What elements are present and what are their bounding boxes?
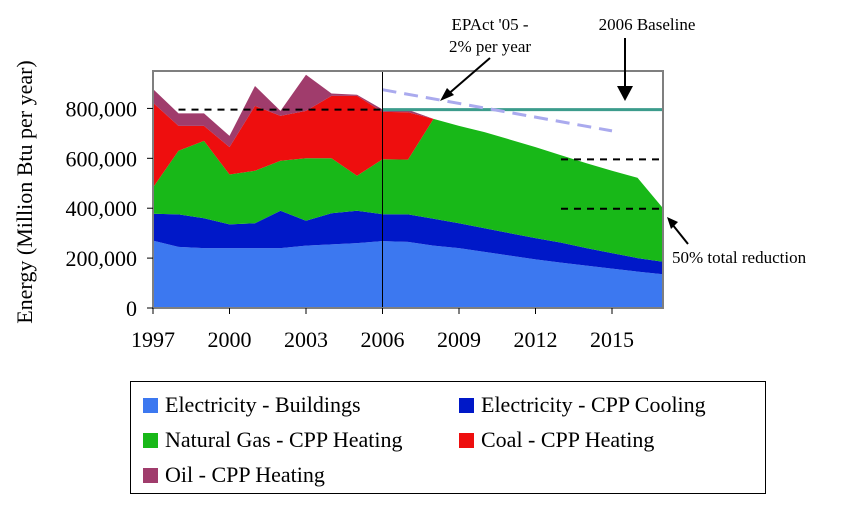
epact-arrow	[440, 57, 491, 101]
x-tick-label: 2000	[208, 327, 252, 352]
legend-item-oil-cpp-heating: Oil - CPP Heating	[143, 460, 325, 490]
legend-label: Oil - CPP Heating	[165, 462, 325, 487]
legend-item-coal-cpp-heating: Coal - CPP Heating	[459, 425, 654, 455]
area-series-2	[153, 210, 663, 275]
y-tick-label: 0	[126, 296, 137, 321]
epact-annotation-line1: EPAct '05 -	[451, 15, 528, 34]
x-tick-label: 2006	[361, 327, 405, 352]
y-tick-label: 400,000	[66, 196, 138, 221]
legend-swatch	[143, 432, 158, 448]
baseline-arrow	[617, 38, 633, 101]
axes: 0 200,000 400,000 600,000 800,000 1997 2000 200…	[66, 96, 635, 352]
x-tick-label: 2003	[284, 327, 328, 352]
area-series-3	[153, 118, 663, 262]
x-tick-label: 2015	[590, 327, 634, 352]
y-tick-label: 800,000	[66, 96, 138, 121]
legend-item-electricity-cpp-cooling: Electricity - CPP Cooling	[459, 390, 706, 420]
energy-area-chart: 0 200,000 400,000 600,000 800,000 1997 2000 200…	[12, 15, 807, 352]
x-tick-label: 2012	[514, 327, 558, 352]
x-tick-label: 1997	[131, 327, 175, 352]
plot-frame	[152, 70, 664, 309]
y-axis-label: Energy (Million Btu per year)	[12, 60, 37, 324]
area-series-4	[153, 95, 663, 209]
y-tick-label: 200,000	[66, 246, 138, 271]
area-series-1	[153, 240, 663, 308]
legend-swatch	[143, 467, 158, 483]
x-tick-label: 2009	[437, 327, 481, 352]
stacked-areas	[153, 74, 663, 308]
epact-2pct-line	[382, 88, 613, 133]
legend-label: Coal - CPP Heating	[481, 427, 655, 452]
baseline-annotation: 2006 Baseline	[599, 15, 696, 34]
legend-label: Electricity - CPP Cooling	[481, 392, 706, 417]
legend-label: Electricity - Buildings	[165, 392, 361, 417]
epact-annotation-line2: 2% per year	[449, 37, 531, 56]
reference-lines	[178, 71, 663, 308]
annotations: EPAct '05 - 2% per year 2006 Baseline 50…	[440, 15, 807, 267]
legend-item-electricity-buildings: Electricity - Buildings	[143, 390, 361, 420]
legend-swatch	[143, 397, 158, 413]
y-tick-label: 600,000	[66, 146, 138, 171]
reduction-annotation: 50% total reduction	[672, 248, 807, 267]
chart-legend: Electricity - Buildings Electricity - CP…	[130, 381, 766, 494]
reduction-arrow	[667, 217, 689, 245]
legend-swatch	[459, 432, 474, 448]
legend-swatch	[459, 397, 474, 413]
legend-item-natural-gas-cpp-heating: Natural Gas - CPP Heating	[143, 425, 402, 455]
legend-label: Natural Gas - CPP Heating	[165, 427, 403, 452]
